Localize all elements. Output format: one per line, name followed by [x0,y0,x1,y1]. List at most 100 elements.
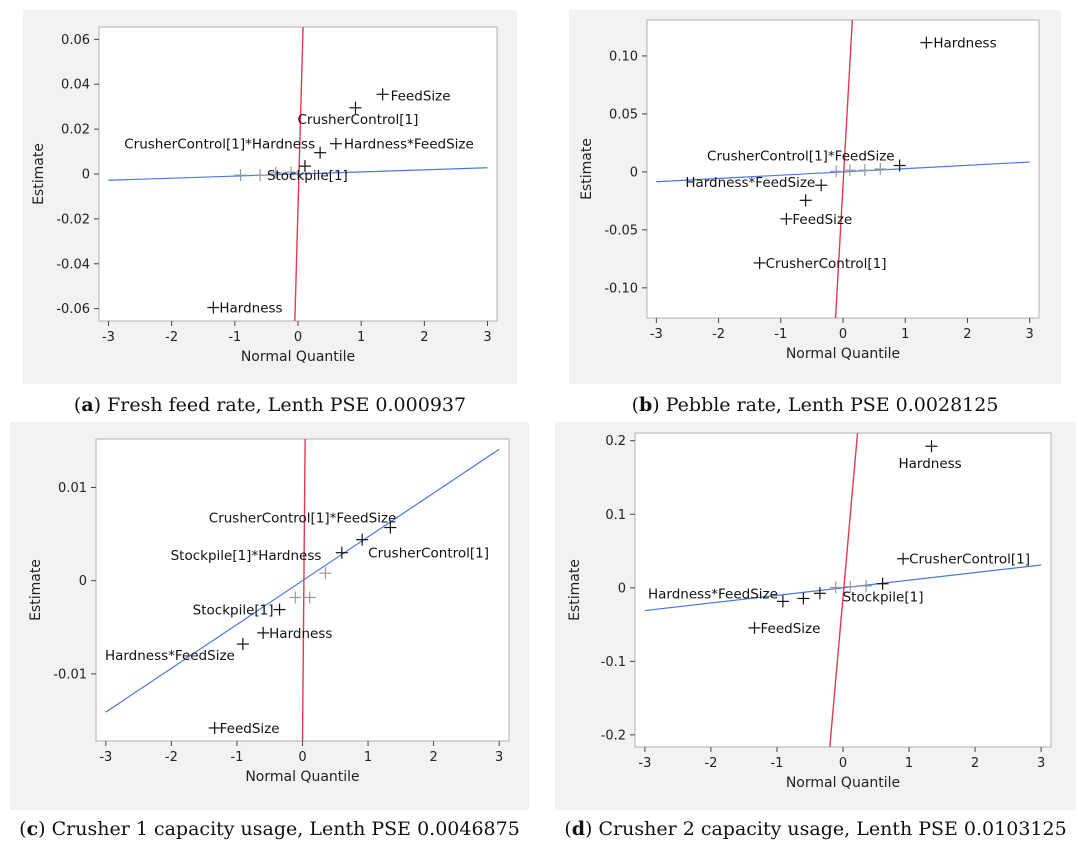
point-label: Hardness*FeedSize [105,648,235,664]
x-tick-label: -1 [774,327,787,342]
y-tick-label: -0.10 [604,281,638,296]
point-label: CrusherControl[1] [297,112,418,128]
chart-a-svg: -0.06 -0.04 -0.02 0 0.02 0.04 0.06 -3 -2 -1 0 1 2 3 No… [31,26,498,365]
x-tick-label: -3 [638,756,651,771]
y-axis-title: Estimate [567,559,583,621]
data-point [273,603,286,616]
x-tick-label: -2 [165,330,178,345]
x-tick-label: -2 [704,756,717,771]
data-point [799,194,812,207]
point-label: Hardness*FeedSize [685,175,815,191]
x-tick-label: 3 [1026,327,1034,342]
x-tick-label: -2 [712,327,725,342]
data-point [920,36,933,49]
lenth-pse-line [644,564,1042,612]
caption-d: (d) Crusher 2 capacity usage, Lenth PSE … [564,818,1067,840]
y-tick-label: -0.1 [601,655,626,670]
x-tick-label: -1 [230,750,243,765]
data-point [874,163,887,175]
x-tick-label: 2 [963,327,971,342]
data-point [776,595,789,608]
caption-a-letter: a [81,394,94,416]
point-label: Hardness [219,301,282,317]
x-tick-label: -1 [228,330,241,345]
x-axis-title: Normal Quantile [786,346,900,362]
caption-a: (a) Fresh feed rate, Lenth PSE 0.000937 [73,394,467,416]
x-tick-label: -3 [102,330,115,345]
chart-d-svg: -0.2 -0.1 0 0.1 0.2 -3 -2 -1 0 1 2 3 Normal Quantile… [567,432,1052,791]
plot-area [646,19,1040,319]
point-label: FeedSize [220,721,280,737]
data-point [829,581,842,594]
data-point [797,592,810,605]
x-tick-label: 3 [1037,756,1045,771]
x-tick-label: -2 [165,750,178,765]
y-tick-label: -0.01 [53,667,87,682]
x-tick-label: 1 [364,750,372,765]
point-label: Hardness*FeedSize [648,586,778,602]
y-tick-label: -0.04 [56,257,90,272]
data-point [813,587,826,600]
x-tick-label: -1 [770,756,783,771]
data-point [335,546,348,559]
y-tick-label: 0.05 [609,107,638,122]
point-label: CrusherControl[1] [909,552,1030,568]
y-axis-title: Estimate [28,559,44,621]
data-point [254,169,267,182]
y-tick-label: 0 [630,165,638,180]
panel-c: -0.01 0 0.01 -3 -2 -1 0 1 2 3 Normal Quantile Estim… [10,422,529,810]
panel-b: -0.10 -0.05 0 0.05 0.10 -3 -2 -1 0 1 2 3 Normal Quan… [569,10,1061,384]
x-tick-label: 0 [294,330,302,345]
data-point [748,621,761,634]
data-point [843,164,856,177]
point-label: Stockpile[1]*Hardness [171,548,322,564]
plot-content [105,439,500,741]
data-point [897,552,910,565]
y-tick-label: -0.02 [56,212,90,227]
caption-b: (b) Pebble rate, Lenth PSE 0.0028125 [631,394,999,416]
x-axis-title: Normal Quantile [241,349,355,365]
panel-a: -0.06 -0.04 -0.02 0 0.02 0.04 0.06 -3 -2 -1 0 1 2 3 No… [23,10,517,384]
rmse-line [829,433,859,747]
x-axis-title: Normal Quantile [245,769,359,785]
point-label: Stockpile[1] [267,168,348,184]
y-tick-label: 0.06 [61,33,90,48]
point-label: CrusherControl[1]*FeedSize [209,511,397,527]
data-point [236,638,249,651]
y-tick-label: 0.04 [61,78,90,93]
data-point [815,179,828,192]
y-tick-label: 0 [618,581,626,596]
data-point [376,88,389,101]
data-point [298,160,311,173]
point-label: Stockpile[1] [193,603,274,619]
y-axis-title: Estimate [579,138,595,200]
x-tick-label: 2 [971,756,979,771]
caption-c: (c) Crusher 1 capacity usage, Lenth PSE … [19,818,520,840]
caption-c-text: Crusher 1 capacity usage, Lenth PSE 0.00… [51,818,520,840]
lenth-pse-line [108,167,488,181]
data-point [289,591,302,604]
point-label: Hardness [269,626,332,642]
lenth-pse-line [105,448,500,713]
data-point [329,137,342,150]
point-label: Hardness [933,36,996,52]
data-point [384,521,397,534]
data-point [893,159,906,172]
x-tick-label: 0 [298,750,306,765]
data-point [356,533,369,546]
point-label: Hardness*FeedSize [344,137,474,153]
x-tick-label: 3 [495,750,503,765]
point-label: CrusherControl[1]*Hardness [124,137,315,153]
x-tick-label: 0 [839,756,847,771]
rmse-line [834,20,854,318]
x-tick-label: -3 [650,327,663,342]
y-tick-label: 0.1 [605,508,626,523]
lenth-pse-line [656,161,1030,183]
y-tick-label: 0.01 [58,481,87,496]
caption-b-text: Pebble rate, Lenth PSE 0.0028125 [665,394,999,416]
chart-c-svg: -0.01 0 0.01 -3 -2 -1 0 1 2 3 Normal Quantile Estim… [28,438,510,785]
point-label: CrusherControl[1]*FeedSize [707,149,895,165]
y-axis-title: Estimate [31,143,47,205]
data-point [319,567,332,580]
data-point [269,166,282,179]
